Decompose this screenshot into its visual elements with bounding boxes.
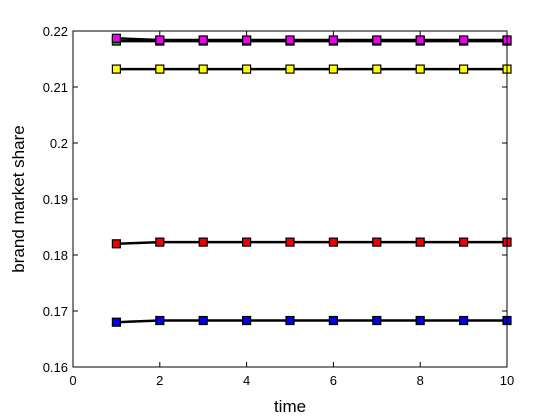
data-point (198, 237, 208, 247)
data-point (198, 64, 208, 74)
x-tick-label: 2 (156, 373, 163, 388)
data-point (242, 315, 252, 326)
data-point (459, 315, 469, 326)
data-point (285, 237, 295, 247)
data-point (242, 35, 252, 45)
series-line (116, 240, 507, 246)
data-point (111, 64, 122, 74)
y-tick-label: 0.19 (43, 192, 68, 207)
y-tick-label: 0.18 (43, 248, 68, 263)
data-point (328, 315, 338, 326)
data-point (328, 237, 338, 247)
data-point (415, 35, 425, 45)
tick-labels: 0 2 4 6 8 10 0.16 0.17 0.18 0.19 0.2 0.21 0.22 (43, 24, 515, 388)
data-point (155, 35, 165, 45)
data-point (111, 317, 122, 327)
x-tick-label: 10 (500, 373, 514, 388)
data-point (372, 64, 382, 74)
data-point (285, 35, 295, 45)
x-tick-label: 0 (69, 373, 76, 388)
data-point (372, 315, 382, 326)
series-line (116, 319, 507, 324)
data-point (415, 64, 425, 74)
data-point (242, 64, 252, 74)
y-tick-label: 0.22 (43, 24, 68, 39)
data-point (198, 315, 208, 326)
data-point (328, 35, 338, 45)
y-tick-label: 0.17 (43, 304, 68, 319)
data-point (372, 35, 382, 45)
data-point (242, 237, 252, 247)
y-tick-label: 0.16 (43, 360, 68, 375)
x-tick-label: 4 (243, 373, 250, 388)
data-point (111, 239, 122, 249)
x-tick-label: 8 (417, 373, 424, 388)
data-point (155, 315, 165, 326)
plot-area (73, 31, 507, 367)
data-point (198, 35, 208, 45)
data-point (459, 35, 469, 45)
data-series (111, 33, 512, 45)
data-point (372, 237, 382, 247)
data-point (415, 315, 425, 326)
x-axis-label: time (274, 397, 306, 416)
data-point (415, 237, 425, 247)
y-tick-label: 0.2 (50, 136, 68, 151)
data-point (111, 33, 122, 43)
data-point (459, 64, 469, 74)
x-tick-label: 6 (330, 373, 337, 388)
plot-frame (72, 30, 508, 368)
data-point (155, 64, 165, 74)
data-point (285, 315, 295, 326)
data-point (155, 237, 165, 247)
y-tick-label: 0.21 (43, 80, 68, 95)
data-point (328, 64, 338, 74)
series-line (116, 37, 507, 42)
data-point (285, 64, 295, 74)
data-series (111, 237, 512, 249)
data-point (459, 237, 469, 247)
y-axis-label: brand market share (9, 125, 28, 272)
